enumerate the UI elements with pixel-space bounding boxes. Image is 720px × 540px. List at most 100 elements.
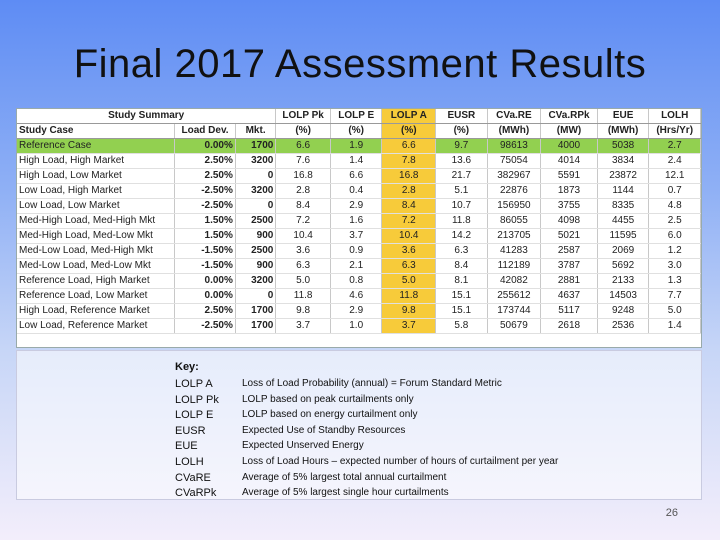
table-row: High Load, Reference Market 2.50% 1700 9.8 2… [17, 303, 701, 319]
cell-lolp-a: 10.4 [381, 228, 437, 244]
cell-lolp-a: 2.8 [381, 183, 437, 199]
cell-eue: 5692 [597, 258, 650, 274]
col-mkt: Mkt. [235, 123, 277, 139]
cell-lolh: 2.4 [648, 153, 701, 169]
cell-dev: -1.50% [174, 258, 236, 274]
cell-lolp-e: 4.6 [330, 288, 383, 304]
cell-cvare: 41283 [487, 243, 542, 259]
cell-lolp-e: 0.9 [330, 243, 383, 259]
cell-cvare: 112189 [487, 258, 542, 274]
cell-case: High Load, Reference Market [17, 303, 176, 319]
cell-lolp-e: 2.1 [330, 258, 383, 274]
cell-dev: 0.00% [174, 273, 236, 289]
key-definition: Average of 5% largest total annual curta… [242, 471, 447, 483]
cell-eue: 9248 [597, 303, 650, 319]
cell-cvare: 213705 [487, 228, 542, 244]
cell-eusr: 8.1 [435, 273, 488, 289]
col-cvarpk: CVa.RPk [540, 109, 598, 124]
cell-eue: 2133 [597, 273, 650, 289]
col-eusr: EUSR [435, 109, 488, 124]
cell-lolh: 2.5 [648, 213, 701, 229]
table-row: Reference Case 0.00% 1700 6.6 1.9 6.6 9.7 98613… [17, 138, 701, 154]
cell-lolp-e: 1.4 [330, 153, 383, 169]
cell-case: Med-High Load, Med-Low Mkt [17, 228, 176, 244]
cell-lolp-pk: 3.7 [275, 318, 331, 334]
cell-eusr: 15.1 [435, 288, 488, 304]
cell-lolp-a: 5.0 [381, 273, 437, 289]
cell-eusr: 8.4 [435, 258, 488, 274]
cell-cvarpk: 4014 [540, 153, 598, 169]
cell-lolh: 7.7 [648, 288, 701, 304]
cell-lolp-a: 3.6 [381, 243, 437, 259]
cell-mkt: 0 [235, 168, 277, 184]
key-abbr: LOLH [175, 455, 204, 468]
unit-lolp-e: (%) [330, 123, 383, 139]
cell-eue: 2536 [597, 318, 650, 334]
cell-lolp-e: 1.9 [330, 138, 383, 154]
cell-eusr: 11.8 [435, 213, 488, 229]
cell-case: Med-Low Load, Med-High Mkt [17, 243, 176, 259]
cell-mkt: 900 [235, 258, 277, 274]
study-summary-table: Study Summary LOLP Pk LOLP E LOLP A EUSR… [17, 109, 701, 334]
cell-case: High Load, Low Market [17, 168, 176, 184]
cell-lolp-pk: 6.6 [275, 138, 331, 154]
cell-cvarpk: 4000 [540, 138, 598, 154]
slide-title: Final 2017 Assessment Results [73, 42, 647, 86]
cell-cvarpk: 4098 [540, 213, 598, 229]
cell-lolp-e: 0.4 [330, 183, 383, 199]
cell-lolp-a: 16.8 [381, 168, 437, 184]
cell-dev: 2.50% [174, 153, 236, 169]
cell-lolh: 1.4 [648, 318, 701, 334]
cell-lolp-e: 2.9 [330, 198, 383, 214]
cell-lolh: 6.0 [648, 228, 701, 244]
cell-eusr: 9.7 [435, 138, 488, 154]
key-definition: Expected Use of Standby Resources [242, 424, 406, 436]
cell-case: Med-Low Load, Med-Low Mkt [17, 258, 176, 274]
cell-lolp-a: 11.8 [381, 288, 437, 304]
cell-cvare: 255612 [487, 288, 542, 304]
cell-lolh: 5.0 [648, 303, 701, 319]
cell-lolp-a: 7.8 [381, 153, 437, 169]
cell-eusr: 13.6 [435, 153, 488, 169]
cell-dev: -2.50% [174, 183, 236, 199]
cell-lolp-a: 8.4 [381, 198, 437, 214]
cell-cvarpk: 2587 [540, 243, 598, 259]
cell-eusr: 6.3 [435, 243, 488, 259]
cell-cvare: 42082 [487, 273, 542, 289]
cell-dev: 1.50% [174, 228, 236, 244]
key-definition: Average of 5% largest single hour curtai… [242, 487, 449, 499]
table-body: Reference Case 0.00% 1700 6.6 1.9 6.6 9.7 98613… [17, 138, 701, 334]
unit-lolh: (Hrs/Yr) [648, 123, 701, 139]
cell-dev: -1.50% [174, 243, 236, 259]
cell-cvare: 50679 [487, 318, 542, 334]
cell-dev: 2.50% [174, 168, 236, 184]
cell-cvarpk: 2881 [540, 273, 598, 289]
key-definition: LOLP based on energy curtailment only [242, 409, 418, 421]
cell-cvare: 173744 [487, 303, 542, 319]
table-header-row-1: Study Summary LOLP Pk LOLP E LOLP A EUSR… [17, 109, 701, 124]
key-definition: Loss of Load Probability (annual) = Foru… [242, 378, 502, 389]
key-abbr: LOLP Pk [175, 393, 219, 406]
cell-eusr: 21.7 [435, 168, 488, 184]
table-row: Med-Low Load, Med-High Mkt -1.50% 2500 3.6 0… [17, 243, 701, 259]
col-study-case: Study Case [17, 123, 176, 139]
cell-eue: 3834 [597, 153, 650, 169]
cell-cvarpk: 5021 [540, 228, 598, 244]
key-title: Key: [175, 361, 199, 373]
key-abbr: LOLP E [175, 409, 214, 422]
table-row: Med-Low Load, Med-Low Mkt -1.50% 900 6.3 2.1… [17, 258, 701, 274]
table-row: Low Load, High Market -2.50% 3200 2.8 0.4 2.8… [17, 183, 701, 199]
cell-cvarpk: 3787 [540, 258, 598, 274]
cell-mkt: 3200 [235, 183, 277, 199]
col-cvare: CVa.RE [487, 109, 542, 124]
col-lolp-a: LOLP A [381, 109, 437, 124]
cell-mkt: 0 [235, 288, 277, 304]
key-definition: Expected Unserved Energy [242, 440, 364, 452]
cell-eue: 14503 [597, 288, 650, 304]
table-row: Reference Load, High Market 0.00% 3200 5.0 0… [17, 273, 701, 289]
cell-case: Reference Load, Low Market [17, 288, 176, 304]
cell-lolh: 12.1 [648, 168, 701, 184]
cell-lolp-pk: 6.3 [275, 258, 331, 274]
unit-lolp-a: (%) [381, 123, 437, 139]
cell-lolp-pk: 3.6 [275, 243, 331, 259]
